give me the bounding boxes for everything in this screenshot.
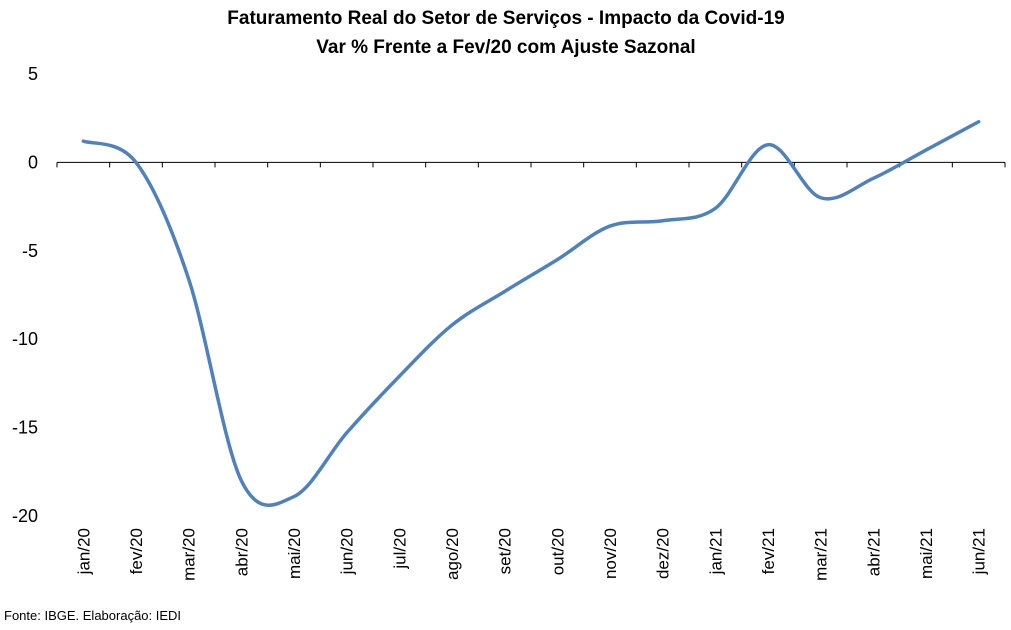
y-tick-label: -15 — [12, 418, 38, 438]
source-note: Fonte: IBGE. Elaboração: IEDI — [4, 608, 182, 623]
series-layer — [81, 119, 981, 507]
x-tick-label: jun/20 — [338, 528, 357, 575]
x-tick-label: jan/21 — [706, 528, 725, 575]
x-tick-label: mai/21 — [917, 528, 936, 579]
x-axis: jan/20 fev/20 mar/20 abr/20 mai/20 jun/20 jul/… — [56, 162, 1006, 581]
chart-title: Faturamento Real do Setor de Serviços - … — [227, 8, 784, 29]
y-tick-label: 5 — [28, 64, 38, 84]
y-axis: 5 0 -5 -10 -15 -20 — [12, 64, 38, 526]
x-tick-label: jul/20 — [390, 528, 409, 570]
x-tick-label: set/20 — [496, 528, 515, 574]
chart-subtitle: Var % Frente a Fev/20 com Ajuste Sazonal — [316, 37, 695, 58]
x-tick-label: abr/21 — [864, 528, 883, 576]
x-tick-label: out/20 — [548, 528, 567, 575]
x-tick-label: ago/20 — [443, 528, 462, 580]
x-tick-label: fev/21 — [759, 528, 778, 574]
x-tick-label: dez/20 — [654, 528, 673, 579]
y-tick-label: -20 — [12, 506, 38, 526]
y-tick-label: -5 — [22, 241, 38, 261]
x-tick-label: jun/21 — [970, 528, 989, 575]
y-tick-label: -10 — [12, 329, 38, 349]
x-tick-label: mar/20 — [180, 528, 199, 581]
x-tick-label: mar/21 — [812, 528, 831, 581]
x-tick-label: mai/20 — [285, 528, 304, 579]
y-tick-label: 0 — [28, 152, 38, 172]
x-tick-label: nov/20 — [601, 528, 620, 579]
x-tick-label: jan/20 — [74, 528, 93, 575]
x-tick-label: fev/20 — [127, 528, 146, 574]
x-tick-label: abr/20 — [232, 528, 251, 576]
series-line — [81, 119, 981, 507]
